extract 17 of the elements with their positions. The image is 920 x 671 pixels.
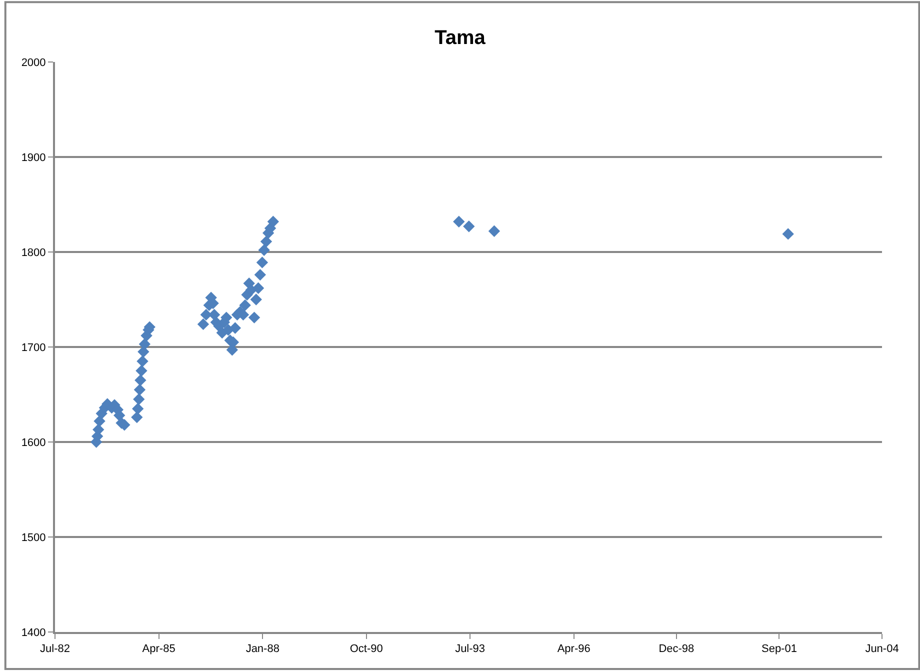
- x-tick-label: Dec-98: [658, 643, 694, 656]
- x-tick-label: Sep-01: [761, 643, 797, 656]
- y-tick-label: 1800: [21, 246, 46, 259]
- y-tick-label: 1700: [21, 342, 46, 354]
- x-tick-label: Oct-90: [350, 643, 383, 656]
- y-tick-label: 1600: [21, 436, 46, 449]
- y-tick-label: 1900: [21, 152, 46, 164]
- x-tick-label: Jul-82: [40, 643, 70, 656]
- y-tick-label: 2000: [21, 56, 46, 69]
- x-tick-label: Apr-85: [142, 643, 176, 656]
- x-tick-label: Jul-93: [455, 643, 486, 656]
- x-tick-label: Jun-04: [865, 643, 899, 656]
- x-tick-label: Apr-96: [557, 643, 590, 656]
- x-tick-label: Jan-88: [246, 643, 280, 656]
- y-tick-label: 1400: [21, 626, 46, 639]
- chart-title: Tama: [434, 27, 486, 50]
- y-tick-label: 1500: [21, 532, 46, 544]
